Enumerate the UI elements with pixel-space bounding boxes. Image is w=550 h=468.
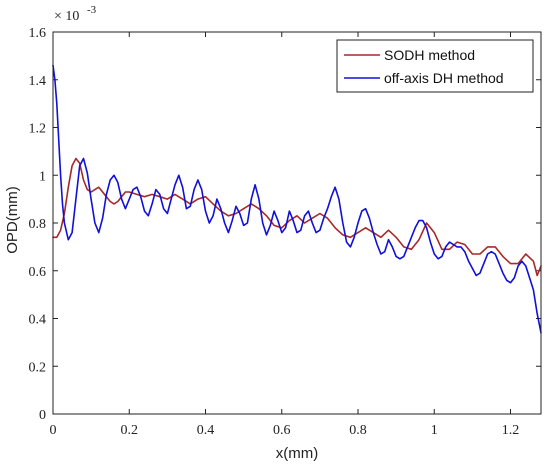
x-tick-label: 0.6 (273, 423, 291, 438)
y-axis-label: OPD(mm) (4, 186, 21, 254)
x-tick-label: 0.4 (197, 423, 215, 438)
legend-label-off-axis: off-axis DH method (384, 70, 504, 86)
tick-labels: 0 0.2 0.4 0.6 0.8 1 1.2 0 0.2 0.4 0.6 0.8 1 1.2 1.4 1.6 (29, 26, 520, 438)
y-tick-label: 1 (39, 169, 46, 184)
series-layer (52, 64, 542, 334)
y-tick-label: 0.2 (29, 360, 47, 375)
legend-label-sodh: SODH method (384, 47, 475, 63)
y-tick-label: 1.4 (29, 74, 47, 89)
legend-box (336, 39, 534, 93)
axis-ticks (52, 31, 541, 415)
legend: SODH method off-axis DH method (336, 39, 534, 93)
x-tick-label: 1 (431, 423, 438, 438)
y-tick-label: 1.6 (29, 26, 47, 41)
plot-frame (52, 31, 542, 415)
y-tick-label: 0.4 (29, 313, 47, 328)
series-line-off-axis-dh (52, 64, 542, 334)
y-axis-multiplier: × 10 (54, 9, 79, 24)
series-line-sodh (52, 157, 542, 277)
y-tick-label: 1.2 (29, 122, 47, 137)
x-tick-label: 0 (50, 423, 57, 438)
y-tick-label: 0.6 (29, 265, 47, 280)
x-axis-label: x(mm) (276, 445, 318, 462)
x-tick-label: 0.8 (349, 423, 367, 438)
y-tick-label: 0 (39, 408, 46, 423)
y-tick-label: 0.8 (29, 217, 47, 232)
x-tick-label: 0.2 (121, 423, 139, 438)
y-axis-multiplier-exponent: -3 (87, 4, 97, 16)
x-tick-label: 1.2 (502, 423, 520, 438)
